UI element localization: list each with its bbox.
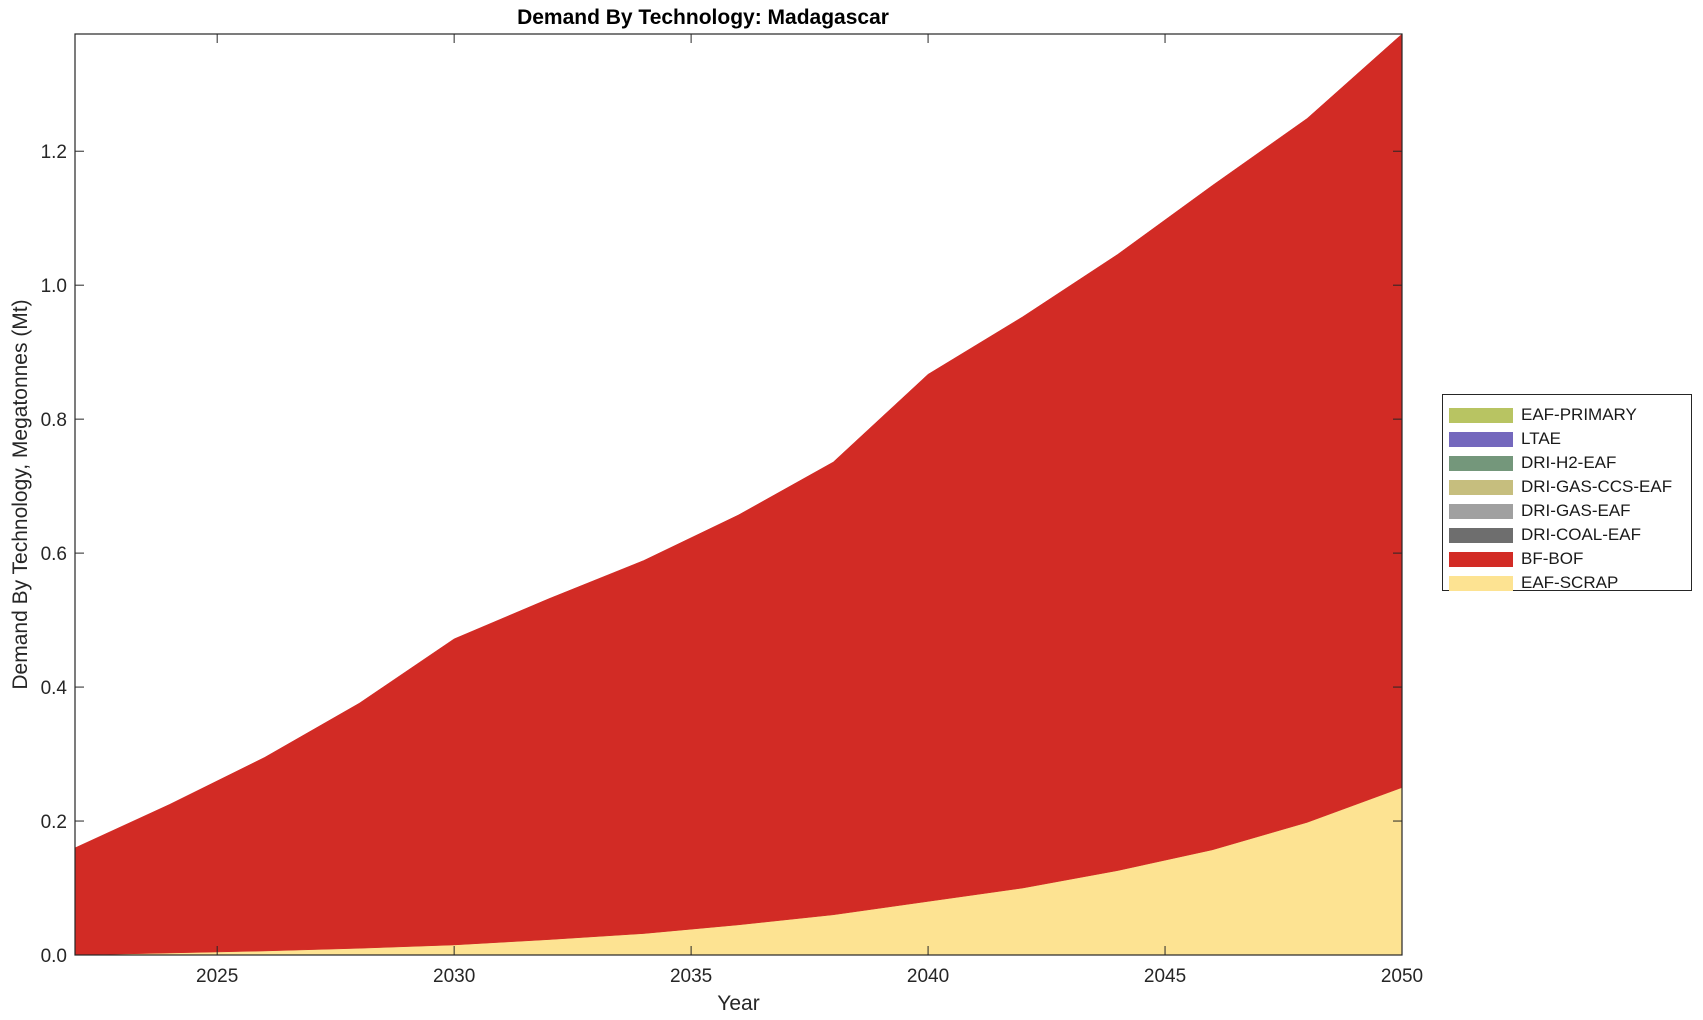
legend-item: LTAE	[1443, 427, 1691, 451]
legend-item: DRI-COAL-EAF	[1443, 523, 1691, 547]
area-layers	[74, 33, 1403, 956]
legend-item: EAF-SCRAP	[1443, 571, 1691, 595]
chart-legend: EAF-PRIMARY LTAE DRI-H2-EAF DRI-GAS-CCS-EAF…	[1442, 394, 1692, 592]
y-tick-label: 0.4	[41, 678, 68, 699]
y-tick-label: 1.0	[41, 276, 67, 297]
legend-label: LTAE	[1521, 429, 1561, 448]
y-tick-label: 1.2	[41, 142, 67, 163]
y-tick-label: 0.0	[41, 946, 67, 967]
legend-label: DRI-COAL-EAF	[1521, 525, 1641, 544]
legend-swatch	[1449, 479, 1513, 495]
x-tick-label: 2045	[1144, 966, 1186, 987]
axes-frame	[74, 33, 1403, 956]
legend-swatch	[1449, 551, 1513, 567]
plot-frame	[74, 33, 1403, 956]
x-tick-label: 2025	[196, 966, 238, 987]
chart-title: Demand By Technology: Madagascar	[517, 6, 889, 29]
x-tick-label: 2030	[433, 966, 475, 987]
legend-swatch	[1449, 407, 1513, 423]
legend-label: DRI-GAS-CCS-EAF	[1521, 477, 1673, 496]
legend-label: DRI-GAS-EAF	[1521, 501, 1631, 520]
area-bf-bof	[74, 33, 1403, 956]
y-tick-label: 0.6	[41, 544, 67, 565]
legend-label: EAF-PRIMARY	[1521, 405, 1637, 424]
tick-marks: 2025 2030 2035 2040 2045 2050 0.0 0.2 0.4 0.6 0.8 1…	[41, 34, 1423, 987]
legend-swatch	[1449, 527, 1513, 543]
y-tick-label: 0.2	[41, 812, 67, 833]
legend-label: BF-BOF	[1521, 549, 1584, 568]
x-tick-label: 2035	[670, 966, 712, 987]
y-axis-label: Demand By Technology, Megatonnes (Mt)	[9, 299, 32, 689]
x-tick-label: 2040	[907, 966, 949, 987]
legend-item: DRI-GAS-EAF	[1443, 499, 1691, 523]
legend-item: BF-BOF	[1443, 547, 1691, 571]
legend-swatch	[1449, 575, 1513, 591]
legend-swatch	[1449, 431, 1513, 447]
legend-item: DRI-GAS-CCS-EAF	[1443, 475, 1691, 499]
legend-item: DRI-H2-EAF	[1443, 451, 1691, 475]
x-axis-label: Year	[717, 992, 759, 1015]
legend-swatch	[1449, 455, 1513, 471]
legend-item: EAF-PRIMARY	[1443, 403, 1691, 427]
legend-swatch	[1449, 503, 1513, 519]
y-tick-label: 0.8	[41, 410, 67, 431]
x-tick-label: 2050	[1381, 966, 1423, 987]
legend-label: DRI-H2-EAF	[1521, 453, 1617, 472]
legend-label: EAF-SCRAP	[1521, 573, 1619, 592]
